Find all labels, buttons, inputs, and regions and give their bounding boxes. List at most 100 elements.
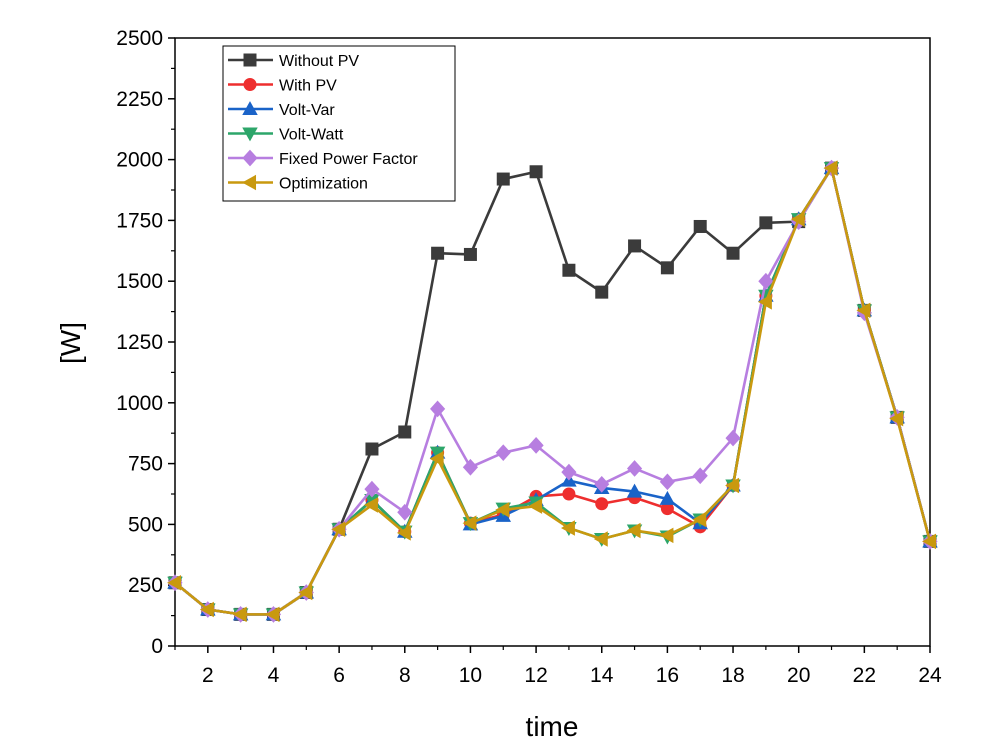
data-point [922, 533, 937, 550]
data-point [562, 263, 576, 277]
series-fixed-power-factor [167, 159, 938, 623]
data-point [595, 285, 609, 299]
legend-marker [243, 78, 257, 91]
data-point [496, 172, 510, 186]
data-point [790, 211, 805, 227]
legend-label: Optimization [279, 176, 368, 193]
data-point [628, 239, 642, 253]
data-point [528, 498, 543, 514]
y-tick-label: 1000 [116, 392, 163, 415]
data-point [659, 490, 676, 505]
x-tick-label: 14 [590, 664, 614, 687]
legend-item: Without PV [228, 53, 359, 70]
x-tick-label: 2 [202, 664, 214, 687]
data-point [889, 410, 904, 427]
data-point [431, 246, 445, 260]
data-point [659, 473, 675, 491]
legend-marker [243, 53, 257, 67]
x-tick-label: 8 [399, 664, 411, 687]
data-point [593, 531, 608, 547]
legend-label: Without PV [279, 53, 359, 70]
series-volt-watt [167, 162, 938, 623]
y-tick-label: 2250 [116, 88, 163, 111]
data-point [560, 520, 575, 536]
data-point [759, 216, 773, 230]
data-point [626, 483, 643, 498]
data-point [495, 444, 511, 461]
x-tick-label: 6 [333, 664, 345, 687]
x-tick-label: 4 [268, 664, 280, 687]
data-point [528, 437, 544, 454]
legend-label: Volt-Watt [279, 127, 344, 144]
data-point [463, 247, 477, 261]
data-point [397, 503, 413, 521]
data-point [265, 606, 280, 623]
data-point [856, 302, 871, 319]
series-line [174, 166, 932, 616]
data-point [429, 450, 444, 467]
series-with-pv [168, 161, 937, 621]
series-layer [167, 159, 938, 623]
y-tick-label: 1250 [116, 331, 163, 354]
series-without-pv [168, 161, 937, 621]
series-line [174, 166, 932, 616]
y-tick-label: 500 [128, 513, 163, 536]
data-point [364, 497, 378, 513]
series-optimization [167, 160, 937, 623]
data-point [365, 442, 379, 456]
data-point [595, 497, 609, 511]
y-tick-label: 750 [128, 453, 163, 476]
x-tick-label: 10 [459, 664, 482, 687]
x-tick-label: 18 [721, 664, 744, 687]
data-point [562, 487, 576, 501]
legend-label: Fixed Power Factor [279, 151, 418, 168]
x-tick-label: 20 [787, 664, 810, 687]
data-point [167, 575, 182, 591]
legend-item: Fixed Power Factor [228, 149, 418, 168]
legend-item: Optimization [228, 174, 368, 193]
x-tick-label: 22 [853, 664, 876, 687]
data-point [199, 601, 214, 618]
x-axis: 2 4 6 8 10 12 14 16 18 20 22 24 [174, 646, 942, 687]
legend-label: Volt-Var [279, 102, 335, 119]
legend-marker [242, 101, 258, 116]
legend-item: Volt-Watt [228, 127, 344, 144]
y-tick-label: 250 [128, 574, 163, 597]
y-tick-label: 2500 [116, 27, 163, 50]
data-point [430, 400, 446, 418]
data-point [298, 584, 313, 601]
data-point [398, 425, 412, 439]
legend-marker [242, 127, 258, 142]
legend-label: With PV [279, 78, 337, 95]
x-tick-label: 12 [524, 664, 547, 687]
data-point [462, 458, 479, 476]
legend-marker [242, 149, 258, 167]
data-point [725, 477, 740, 494]
x-axis-title: time [526, 711, 579, 742]
y-tick-label: 2000 [116, 149, 163, 172]
series-line [174, 166, 932, 616]
x-tick-label: 24 [918, 664, 942, 687]
y-tick-label: 1750 [116, 209, 163, 232]
series-volt-var [167, 160, 938, 621]
y-axis-title: [W] [55, 322, 86, 364]
data-point [232, 606, 247, 623]
series-line [174, 166, 932, 616]
data-point [823, 160, 838, 176]
data-point [626, 522, 641, 539]
data-point [495, 502, 510, 518]
data-point [692, 467, 708, 485]
data-point [693, 219, 707, 233]
legend-item: Volt-Var [228, 101, 335, 119]
data-point [331, 521, 346, 538]
series-line [174, 166, 932, 616]
data-point [725, 429, 741, 447]
legend-box [222, 45, 456, 202]
data-point [726, 246, 740, 260]
data-point [561, 463, 577, 481]
data-point [757, 294, 772, 310]
data-point [462, 515, 477, 531]
legend: Without PV With PV Volt-Var Volt-Watt Fixed … [222, 45, 456, 202]
data-point [758, 272, 774, 290]
